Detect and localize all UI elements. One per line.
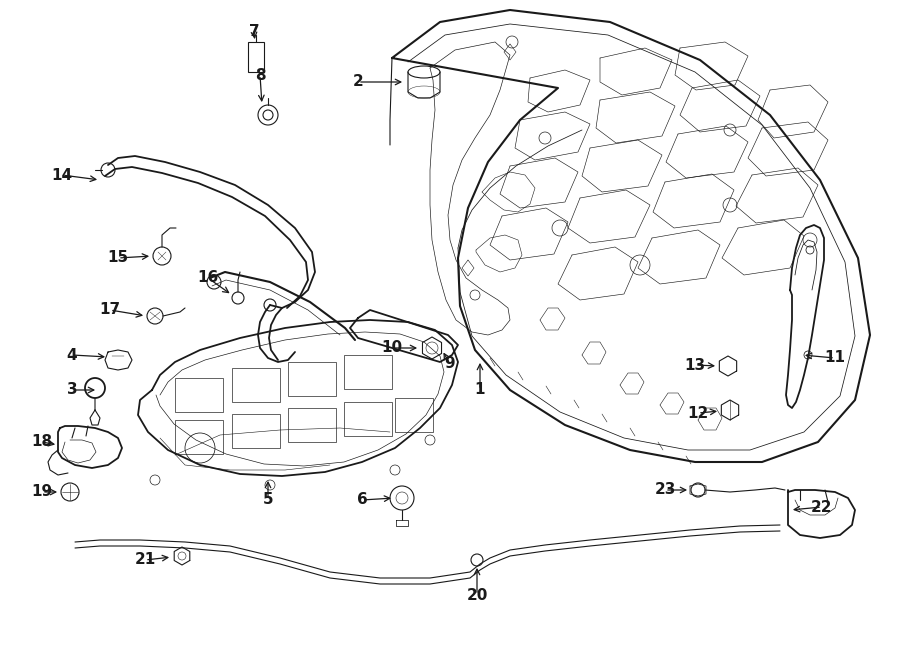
Text: 15: 15 <box>107 251 129 266</box>
Text: 2: 2 <box>353 75 364 89</box>
Text: 9: 9 <box>445 356 455 371</box>
Text: 10: 10 <box>382 340 402 356</box>
Text: 1: 1 <box>475 383 485 397</box>
Text: 6: 6 <box>356 492 367 508</box>
Text: 20: 20 <box>466 588 488 602</box>
Text: 4: 4 <box>67 348 77 362</box>
Text: 8: 8 <box>255 67 266 83</box>
Text: 21: 21 <box>134 553 156 568</box>
Text: 12: 12 <box>688 405 708 420</box>
Text: 5: 5 <box>263 492 274 508</box>
Bar <box>344 355 392 389</box>
Text: 7: 7 <box>248 24 259 40</box>
Text: 16: 16 <box>197 270 219 286</box>
Bar <box>248 42 264 72</box>
Text: 11: 11 <box>824 350 845 366</box>
Bar <box>175 420 223 454</box>
Text: 17: 17 <box>99 303 121 317</box>
Bar <box>175 378 223 412</box>
Text: 14: 14 <box>51 167 73 182</box>
Bar <box>232 368 280 402</box>
Bar <box>395 398 433 432</box>
Text: 3: 3 <box>67 383 77 397</box>
Bar <box>344 402 392 436</box>
Text: 18: 18 <box>32 434 52 449</box>
Text: 23: 23 <box>654 483 676 498</box>
Bar <box>288 408 336 442</box>
Text: 22: 22 <box>811 500 832 514</box>
Text: 19: 19 <box>32 485 52 500</box>
Bar <box>232 414 280 448</box>
Text: 13: 13 <box>684 358 706 373</box>
Bar <box>288 362 336 396</box>
